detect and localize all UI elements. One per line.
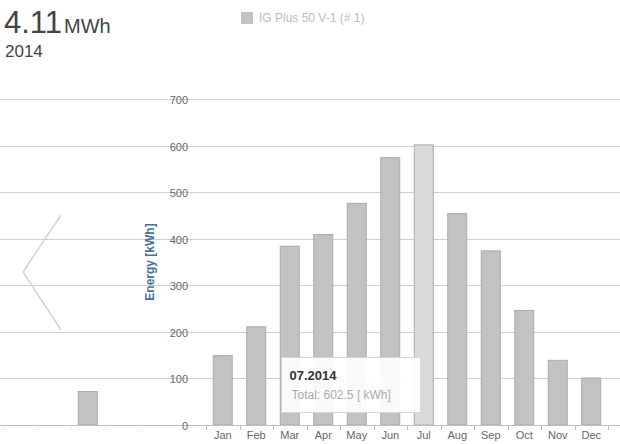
title-group: 4.11MWh bbox=[4, 5, 111, 40]
overview-tick bbox=[71, 425, 72, 429]
x-tick-label: Nov bbox=[548, 429, 568, 441]
x-tick bbox=[273, 425, 274, 430]
bar bbox=[582, 378, 601, 425]
bar bbox=[481, 251, 500, 425]
y-tick-label: 700 bbox=[170, 94, 188, 106]
y-tick-label: 400 bbox=[170, 234, 188, 246]
grid-line bbox=[0, 146, 620, 147]
x-tick-label: Feb bbox=[247, 429, 266, 441]
bar bbox=[213, 356, 232, 425]
x-tick bbox=[575, 425, 576, 430]
chart-root: 0 100 200 300 400 500 600 700 Jan Feb Mar Apr May Jun… bbox=[0, 0, 620, 444]
overview-tick bbox=[38, 425, 39, 429]
overview-tick bbox=[138, 425, 139, 429]
y-tick-label: 300 bbox=[170, 280, 188, 292]
y-tick-label: 100 bbox=[170, 373, 188, 385]
bar bbox=[448, 214, 467, 425]
x-tick-label: Aug bbox=[447, 429, 467, 441]
grid-line bbox=[0, 192, 620, 193]
x-tick bbox=[340, 425, 341, 430]
x-tick-label: Oct bbox=[516, 429, 533, 441]
y-tick-label: 500 bbox=[170, 187, 188, 199]
bar bbox=[548, 360, 567, 425]
x-tick bbox=[407, 425, 408, 430]
overview-bars bbox=[78, 392, 97, 425]
x-tick bbox=[206, 425, 207, 430]
x-tick bbox=[441, 425, 442, 430]
x-tick-label: Jul bbox=[417, 429, 431, 441]
y-tick-label: 200 bbox=[170, 327, 188, 339]
overview-bar bbox=[78, 392, 97, 425]
x-tick-label: Dec bbox=[581, 429, 601, 441]
grid bbox=[0, 100, 620, 426]
bar bbox=[247, 327, 266, 425]
overview-tick bbox=[4, 425, 5, 429]
legend: IG Plus 50 V-1 (# 1) bbox=[241, 11, 364, 25]
grid-line bbox=[0, 99, 620, 100]
x-tick bbox=[307, 425, 308, 430]
overview-axis bbox=[5, 425, 139, 429]
title-unit: MWh bbox=[64, 15, 111, 37]
x-tick-label: Jan bbox=[214, 429, 232, 441]
grid-line bbox=[0, 239, 620, 240]
title: 4.11 bbox=[4, 5, 62, 40]
tooltip: 07.2014 Total: 602.5 [ kWh] bbox=[282, 358, 421, 413]
x-tick bbox=[240, 425, 241, 430]
y-axis-label: Energy [kWh] bbox=[143, 223, 157, 300]
x-axis: Jan Feb Mar Apr May Jun Jul Aug Sep Oct Nov Dec bbox=[207, 425, 609, 441]
bar bbox=[515, 310, 534, 425]
x-tick-label: Jun bbox=[381, 429, 399, 441]
x-tick bbox=[508, 425, 509, 430]
legend-swatch bbox=[241, 12, 253, 24]
tooltip-label: Total: 602.5 [ kWh] bbox=[292, 388, 391, 402]
x-tick-label: Apr bbox=[315, 429, 332, 441]
x-tick bbox=[608, 425, 609, 430]
tooltip-box bbox=[282, 358, 421, 413]
nav-arrow[interactable] bbox=[23, 215, 61, 330]
y-tick-label: 0 bbox=[182, 420, 188, 432]
y-tick-label: 600 bbox=[170, 141, 188, 153]
grid-line bbox=[0, 425, 620, 426]
bars bbox=[213, 145, 601, 425]
tooltip-title: 07.2014 bbox=[290, 368, 338, 383]
x-tick-label: May bbox=[346, 429, 367, 441]
x-tick bbox=[541, 425, 542, 430]
x-tick-label: Sep bbox=[481, 429, 501, 441]
x-tick bbox=[374, 425, 375, 430]
x-tick bbox=[474, 425, 475, 430]
subtitle: 2014 bbox=[5, 42, 43, 61]
legend-label[interactable]: IG Plus 50 V-1 (# 1) bbox=[259, 11, 364, 25]
grid-line bbox=[0, 285, 620, 286]
x-tick-label: Mar bbox=[280, 429, 299, 441]
overview-tick bbox=[105, 425, 106, 429]
